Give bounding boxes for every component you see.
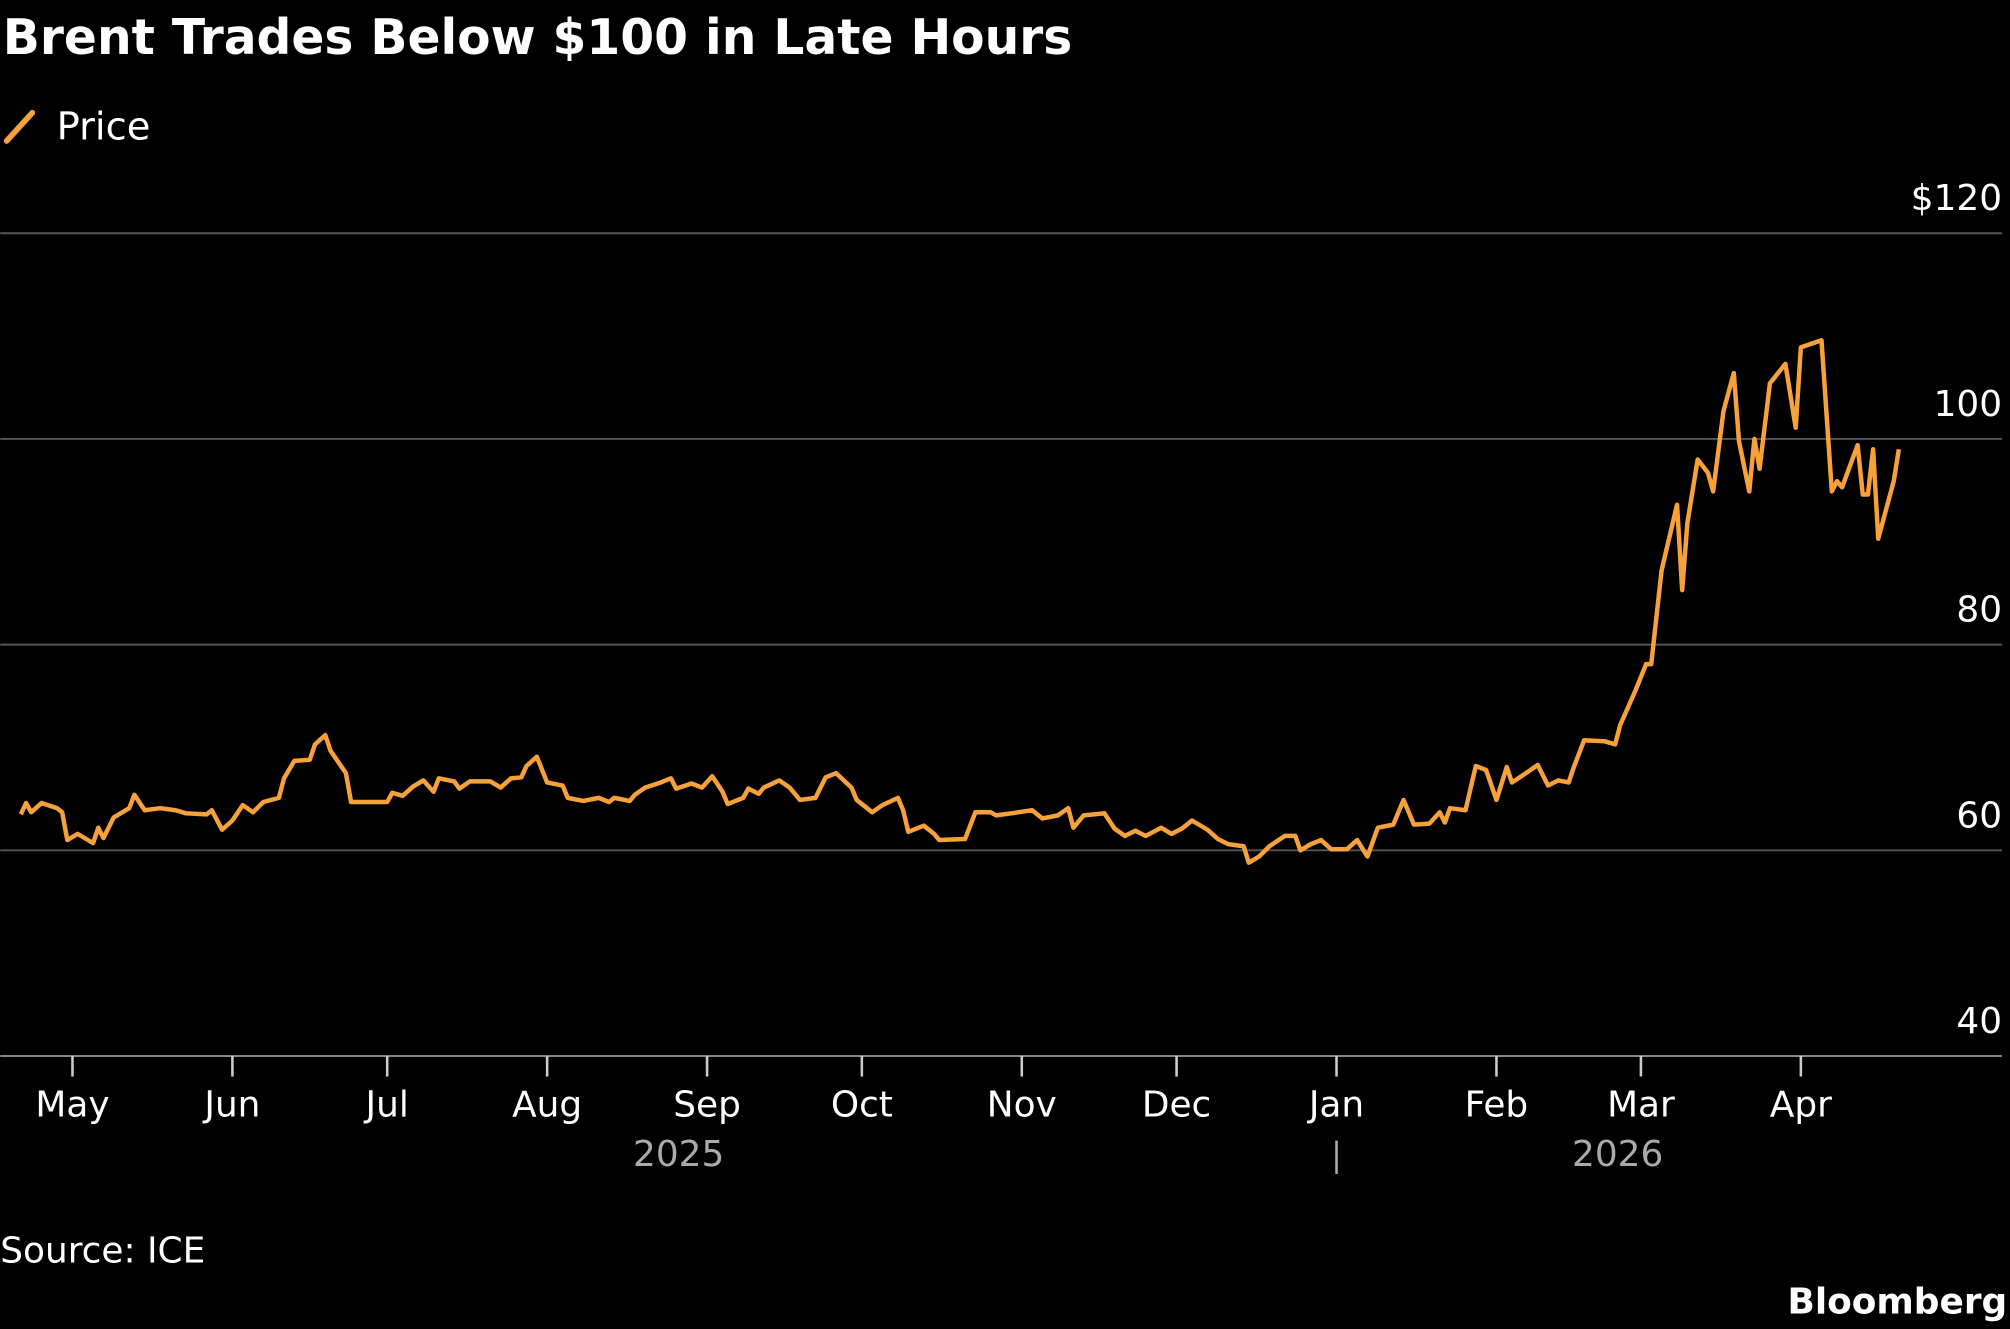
y-tick-label: $120 — [1911, 178, 2002, 219]
x-tick-label: Jun — [202, 1084, 260, 1125]
x-tick-label: May — [35, 1084, 109, 1125]
x-tick-label: Nov — [987, 1084, 1057, 1125]
x-tick-label: Apr — [1770, 1084, 1832, 1125]
x-tick-label: Aug — [512, 1084, 582, 1125]
y-tick-label: 100 — [1934, 384, 2002, 425]
legend-swatch — [3, 109, 36, 144]
price-line — [18, 337, 1902, 865]
y-tick-label: 60 — [1956, 795, 2002, 836]
y-tick-label: 80 — [1956, 590, 2002, 631]
x-tick-label: Sep — [673, 1084, 741, 1125]
chart-title: Brent Trades Below $100 in Late Hours — [3, 10, 1072, 66]
x-tick-label: Dec — [1142, 1084, 1211, 1125]
x-tick-label: Jan — [1307, 1084, 1364, 1125]
x-tick-label: Mar — [1607, 1084, 1675, 1125]
x-tick-label: Jul — [364, 1084, 409, 1125]
source: Source: ICE — [0, 1230, 205, 1271]
brand: Bloomberg — [1787, 1282, 2007, 1323]
legend-label: Price — [57, 105, 151, 150]
x-tick-label: Oct — [831, 1084, 893, 1125]
x-group-label: 2026 — [1572, 1134, 1663, 1175]
x-group-label: 2025 — [633, 1134, 724, 1175]
x-tick-label: Feb — [1465, 1084, 1529, 1125]
y-tick-label: 40 — [1956, 1001, 2002, 1042]
